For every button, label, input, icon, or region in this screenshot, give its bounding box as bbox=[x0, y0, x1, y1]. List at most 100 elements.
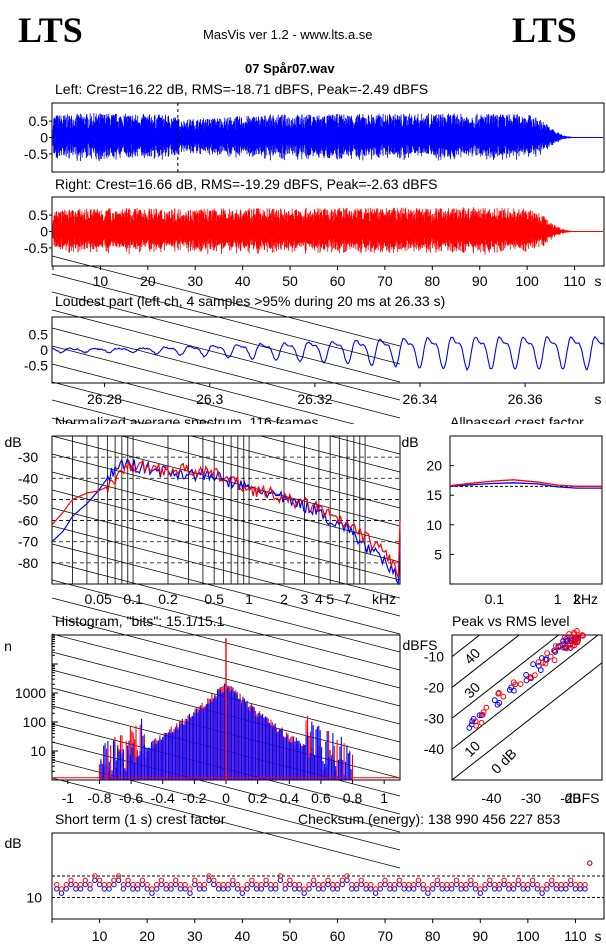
crest-point-right bbox=[344, 873, 350, 879]
crest-point-left bbox=[472, 886, 479, 892]
crest-point-right bbox=[458, 881, 464, 888]
crest-point-right bbox=[206, 873, 212, 879]
crest-point-right bbox=[125, 877, 131, 883]
crest-point-right bbox=[477, 886, 483, 892]
crest-point-left bbox=[496, 886, 502, 892]
crest-point-right bbox=[268, 881, 274, 888]
crest-point-right bbox=[415, 877, 422, 883]
crest-point-left bbox=[525, 886, 531, 892]
crest-point-left bbox=[344, 877, 350, 883]
spectrum-xtick: 0.1 bbox=[123, 591, 143, 607]
loudest-ytick: 0.5 bbox=[29, 326, 49, 342]
crest-point-left bbox=[144, 886, 150, 892]
loudest-xunit: s bbox=[595, 391, 602, 407]
crest-point-left bbox=[230, 881, 236, 888]
crest-point-right bbox=[87, 881, 93, 888]
waveform-right-xtick: 60 bbox=[330, 273, 346, 289]
crest-point-left bbox=[377, 886, 383, 892]
allpass-xtick: 1 bbox=[554, 591, 562, 607]
crest-point-left bbox=[192, 881, 198, 888]
spectrum-xtick: 0.05 bbox=[85, 591, 112, 607]
peakrms-point-right bbox=[473, 722, 480, 729]
crest-point-right bbox=[320, 881, 326, 888]
peakrms-point-right bbox=[479, 711, 486, 718]
crest-point-left bbox=[287, 881, 293, 888]
crest-point-right bbox=[239, 886, 246, 892]
allpass-ylabel: dB bbox=[401, 434, 418, 450]
crest-point-left bbox=[106, 886, 112, 892]
crest-point-left bbox=[577, 886, 583, 892]
spectrum-ytick: -60 bbox=[18, 513, 38, 529]
crest-point-left bbox=[396, 881, 403, 888]
loudest-xtick: 26.32 bbox=[297, 391, 332, 407]
crest-point-left bbox=[282, 886, 288, 892]
crest-point-right bbox=[587, 860, 593, 866]
crest-point-left bbox=[553, 886, 560, 892]
waveform-right-xtick: 80 bbox=[425, 273, 441, 289]
crest-point-right bbox=[411, 881, 417, 888]
loudest-xtick: 26.34 bbox=[402, 391, 437, 407]
crest-point-right bbox=[515, 877, 521, 883]
crest-point-right bbox=[158, 877, 165, 883]
crest-point-left bbox=[111, 881, 117, 888]
spectrum-mask bbox=[400, 424, 606, 612]
crest-point-right bbox=[77, 881, 84, 888]
crest-point-left bbox=[96, 881, 103, 888]
crest-point-left bbox=[253, 886, 260, 892]
crest-point-right bbox=[306, 881, 312, 888]
crest-point-left bbox=[368, 886, 374, 892]
spectrum-slope-grid bbox=[51, 453, 401, 545]
waveform-left-ytick: 0 bbox=[40, 130, 48, 146]
crest-point-right bbox=[487, 877, 493, 883]
crest-point-right bbox=[282, 881, 288, 888]
crest-point-right bbox=[277, 873, 284, 879]
crest-point-left bbox=[539, 890, 545, 896]
crest-point-right bbox=[482, 881, 488, 888]
histogram-xtick: 0 bbox=[222, 790, 230, 806]
crest-point-left bbox=[463, 886, 469, 892]
loudest-trace bbox=[51, 335, 605, 372]
peakrms-point-left bbox=[494, 701, 501, 708]
peakrms-point-right bbox=[539, 659, 546, 666]
crest-point-left bbox=[149, 890, 155, 896]
histogram-ytick: 1000 bbox=[15, 685, 46, 701]
crest-point-left bbox=[372, 890, 379, 896]
spectrum-series-right bbox=[51, 459, 401, 578]
histogram-xtick: -0.8 bbox=[87, 790, 111, 806]
waveform-right-samples bbox=[52, 207, 599, 255]
crest-point-right bbox=[582, 881, 588, 888]
loudest-ytick: 0 bbox=[40, 342, 48, 358]
crest-point-right bbox=[396, 877, 403, 883]
logo-left: LTS bbox=[18, 10, 83, 50]
crest-point-left bbox=[425, 890, 431, 896]
histogram-ytick: 100 bbox=[23, 714, 47, 730]
crest-point-right bbox=[135, 881, 141, 888]
peakrms-diagonal bbox=[452, 662, 602, 780]
crest-point-left bbox=[387, 886, 393, 892]
peakrms-diagonal bbox=[452, 635, 520, 689]
allpass-xunit: kHz bbox=[574, 591, 598, 607]
crest-point-right bbox=[496, 881, 502, 888]
waveform-left-trace bbox=[52, 113, 603, 162]
crest-point-left bbox=[439, 886, 445, 892]
spectrum-frame bbox=[51, 435, 401, 585]
waveform-right-xunit: s bbox=[595, 273, 602, 289]
spectrum-mask bbox=[0, 424, 400, 436]
crest-point-left bbox=[444, 886, 450, 892]
crest-point-right bbox=[253, 881, 260, 888]
peakrms-ylabel: dBFS bbox=[402, 637, 437, 653]
crest-point-right bbox=[315, 881, 322, 888]
crest-point-right bbox=[263, 877, 269, 883]
crest-point-left bbox=[120, 886, 127, 892]
crest-point-right bbox=[115, 873, 122, 879]
crest-point-right bbox=[177, 881, 184, 888]
crest-point-right bbox=[339, 877, 345, 883]
crest-point-left bbox=[187, 890, 193, 896]
spectrum-slope-grid bbox=[51, 759, 401, 851]
crest-point-left bbox=[168, 886, 174, 892]
crest-point-right bbox=[358, 877, 364, 883]
crest-point-right bbox=[506, 881, 512, 888]
peakrms-point-right bbox=[566, 631, 572, 637]
crest-point-left bbox=[482, 886, 488, 892]
crest-point-left bbox=[206, 877, 212, 883]
